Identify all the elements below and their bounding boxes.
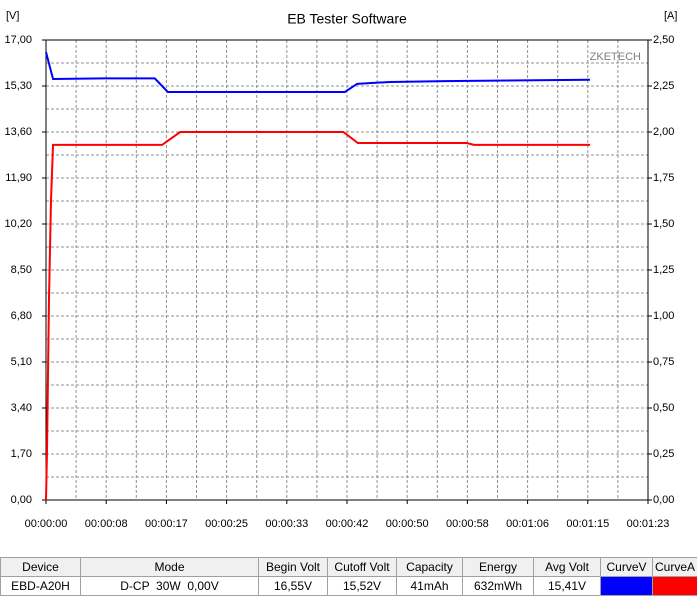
x-tick-label: 00:00:08	[85, 518, 128, 530]
x-tick-label: 00:00:58	[446, 518, 489, 530]
y2-tick-label: 2,00	[653, 126, 674, 138]
y-tick-label: 6,80	[11, 310, 32, 322]
table-header: Device Mode Begin Volt Cutoff Volt Capac…	[0, 557, 697, 577]
y-tick-label: 15,30	[4, 80, 32, 92]
header-cell: Begin Volt	[258, 557, 328, 577]
y-tick-label: 17,00	[4, 34, 32, 46]
header-cell: CurveA	[652, 557, 697, 577]
x-tick-label: 00:01:23	[627, 518, 670, 530]
chart-title: EB Tester Software	[287, 11, 407, 27]
y2-tick-label: 1,25	[653, 264, 674, 276]
header-cell: Mode	[80, 557, 259, 577]
y2-tick-label: 1,50	[653, 218, 674, 230]
watermark: ZKETECH	[590, 51, 641, 63]
y-tick-label: 1,70	[11, 448, 32, 460]
cell: 16,55V	[258, 576, 328, 596]
y-tick-label: 8,50	[11, 264, 32, 276]
cell: 15,41V	[533, 576, 601, 596]
y2-tick-label: 1,75	[653, 172, 674, 184]
y-axis-label: [V]	[6, 10, 19, 22]
y2-tick-label: 2,50	[653, 34, 674, 46]
curve-color-swatch	[652, 576, 697, 596]
y-tick-label: 13,60	[4, 126, 32, 138]
cell: 41mAh	[396, 576, 463, 596]
x-tick-label: 00:00:25	[205, 518, 248, 530]
table-row: EBD-A20H D-CP 30W 0,00V 16,55V 15,52V 41…	[0, 576, 697, 596]
header-cell: Cutoff Volt	[327, 557, 397, 577]
y2-tick-label: 0,25	[653, 448, 674, 460]
x-tick-label: 00:00:42	[326, 518, 369, 530]
x-tick-label: 00:00:50	[386, 518, 429, 530]
y-tick-label: 5,10	[11, 356, 32, 368]
y2-tick-label: 1,00	[653, 310, 674, 322]
x-tick-label: 00:00:00	[25, 518, 68, 530]
y2-tick-label: 2,25	[653, 80, 674, 92]
y2-tick-label: 0,50	[653, 402, 674, 414]
chart: EB Tester Software [V] [A] ZKETECH 0,00 1…	[4, 10, 677, 530]
header-cell: Avg Volt	[533, 557, 601, 577]
summary-table: Device Mode Begin Volt Cutoff Volt Capac…	[0, 557, 697, 596]
y-tick-label: 11,90	[5, 172, 32, 184]
cell: 15,52V	[327, 576, 397, 596]
plot-frame	[45, 39, 649, 501]
header-cell: CurveV	[600, 557, 653, 577]
header-cell: Capacity	[396, 557, 463, 577]
x-tick-label: 00:00:33	[265, 518, 308, 530]
data-line	[45, 51, 590, 93]
cell: EBD-A20H	[0, 576, 81, 596]
y2-tick-label: 0,75	[653, 356, 674, 368]
header-cell: Device	[0, 557, 81, 577]
y2-tick-label: 0,00	[653, 494, 674, 506]
data-line	[45, 131, 590, 501]
cell: 632mWh	[462, 576, 534, 596]
header-cell: Energy	[462, 557, 534, 577]
y-tick-label: 0,00	[11, 494, 32, 506]
curve-color-swatch	[600, 576, 653, 596]
y-tick-label: 3,40	[11, 402, 32, 414]
y-tick-label: 10,20	[4, 218, 32, 230]
y2-axis-label: [A]	[664, 10, 677, 22]
x-tick-label: 00:01:06	[506, 518, 549, 530]
x-tick-label: 00:01:15	[566, 518, 609, 530]
cell: D-CP 30W 0,00V	[80, 576, 259, 596]
x-tick-label: 00:00:17	[145, 518, 188, 530]
